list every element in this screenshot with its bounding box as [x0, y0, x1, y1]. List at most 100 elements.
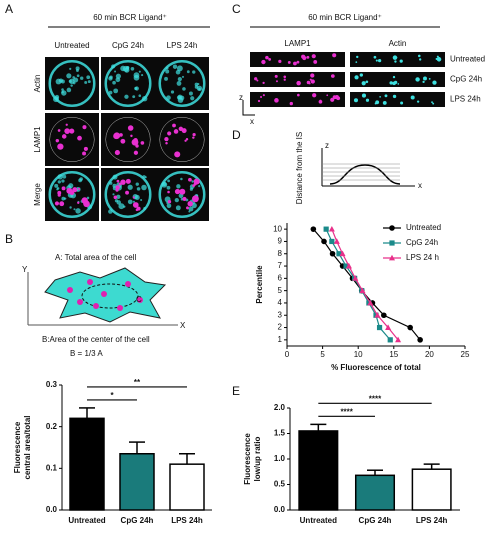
actin-speck: [194, 85, 199, 89]
actin-speck: [79, 177, 83, 181]
actin-speck: [192, 70, 196, 74]
row-label: LPS 24h: [450, 95, 481, 104]
x-tick-label: 10: [354, 350, 363, 359]
actin-speck: [108, 90, 113, 95]
speck: [417, 54, 421, 58]
micrograph: [350, 52, 445, 67]
speck: [283, 78, 286, 81]
lamp1-speck: [57, 193, 61, 197]
column-label: LAMP1: [284, 39, 311, 48]
lamp1-speck: [83, 146, 88, 151]
speck: [289, 101, 293, 106]
marker: [329, 250, 336, 257]
actin-speck: [143, 207, 147, 210]
micrograph: [350, 92, 445, 107]
panel-title: 60 min BCR Ligand⁺: [308, 13, 382, 22]
actin-speck: [165, 69, 170, 74]
speck: [297, 93, 300, 97]
speck: [375, 59, 378, 62]
legend-label: LPS 24 h: [406, 253, 439, 262]
actin-speck: [132, 95, 136, 99]
speck: [283, 75, 287, 79]
y-tick-label: 0.2: [46, 422, 58, 431]
lamp1-speck: [167, 131, 172, 136]
micrograph: [250, 52, 345, 67]
actin-speck: [186, 70, 190, 74]
actin-speck: [176, 184, 181, 189]
lamp1-speck: [62, 134, 65, 138]
bar: [298, 430, 339, 511]
axis-letter: Y: [22, 265, 28, 274]
lamp1-speck: [69, 128, 75, 134]
panel-label: B: [5, 232, 13, 246]
outline: [49, 116, 95, 163]
actin-speck: [84, 80, 88, 84]
actin-speck: [197, 82, 200, 86]
speck: [296, 60, 300, 64]
marker: [407, 324, 413, 331]
lamp1-speck: [165, 141, 168, 145]
actin-speck: [174, 197, 179, 203]
speck: [419, 58, 422, 61]
marker: [321, 238, 327, 245]
lamp1-speck: [54, 201, 60, 206]
actin-speck: [127, 199, 133, 205]
speck: [392, 75, 396, 79]
actin-speck: [176, 65, 183, 72]
lamp1-speck: [181, 128, 187, 134]
speck: [312, 93, 317, 98]
lamp1-speck: [191, 195, 199, 203]
speck: [422, 80, 425, 84]
marker: [333, 238, 340, 244]
lamp1-speck: [120, 179, 126, 185]
axis-letter: z: [239, 93, 243, 102]
actin-speck: [113, 88, 119, 94]
actin-speck: [164, 76, 168, 81]
marker: [374, 312, 381, 318]
bar: [69, 417, 105, 511]
speck: [374, 102, 377, 105]
actin-speck: [176, 81, 182, 86]
panel-label: D: [232, 128, 241, 142]
actin-speck: [58, 78, 64, 83]
y-axis-label: Fluorescence: [243, 433, 252, 485]
speck: [416, 100, 420, 103]
lamp1-speck: [57, 129, 61, 132]
lamp1-speck: [82, 125, 87, 130]
axis-arrows: [242, 100, 255, 116]
speck: [296, 80, 301, 86]
lamp1-speck: [179, 188, 186, 195]
actin-speck: [57, 187, 60, 190]
series-line: [325, 228, 391, 341]
actin-speck: [54, 183, 59, 188]
actin-speck: [68, 183, 74, 189]
marker: [343, 263, 349, 269]
actin-speck: [124, 94, 129, 99]
actin-speck: [198, 185, 201, 188]
diagram-text: B:Area of the center of the cell: [42, 335, 150, 344]
actin-speck: [61, 179, 65, 183]
lamp1-speck: [174, 188, 181, 195]
panel-label: A: [5, 2, 13, 16]
actin-ring: [104, 170, 152, 219]
actin-speck: [188, 91, 193, 96]
speck: [392, 94, 397, 99]
actin-speck: [75, 208, 81, 214]
y-axis-label: low/up ratio: [253, 436, 262, 481]
lamp1-speck: [187, 200, 193, 207]
y-tick-label: 10: [273, 224, 282, 233]
lamp1-speck: [77, 201, 80, 204]
speck: [392, 55, 398, 60]
speck: [330, 74, 335, 78]
x-tick-label: Untreated: [300, 516, 337, 525]
speck: [306, 55, 310, 59]
actin-speck: [87, 80, 91, 84]
panel-title: 60 min BCR Ligand⁺: [93, 13, 167, 22]
actin-speck: [75, 69, 79, 72]
actin-speck: [176, 95, 182, 100]
speck: [261, 59, 266, 65]
panel-label: E: [232, 384, 240, 398]
actin-speck: [166, 185, 171, 190]
actin-speck: [114, 70, 117, 73]
